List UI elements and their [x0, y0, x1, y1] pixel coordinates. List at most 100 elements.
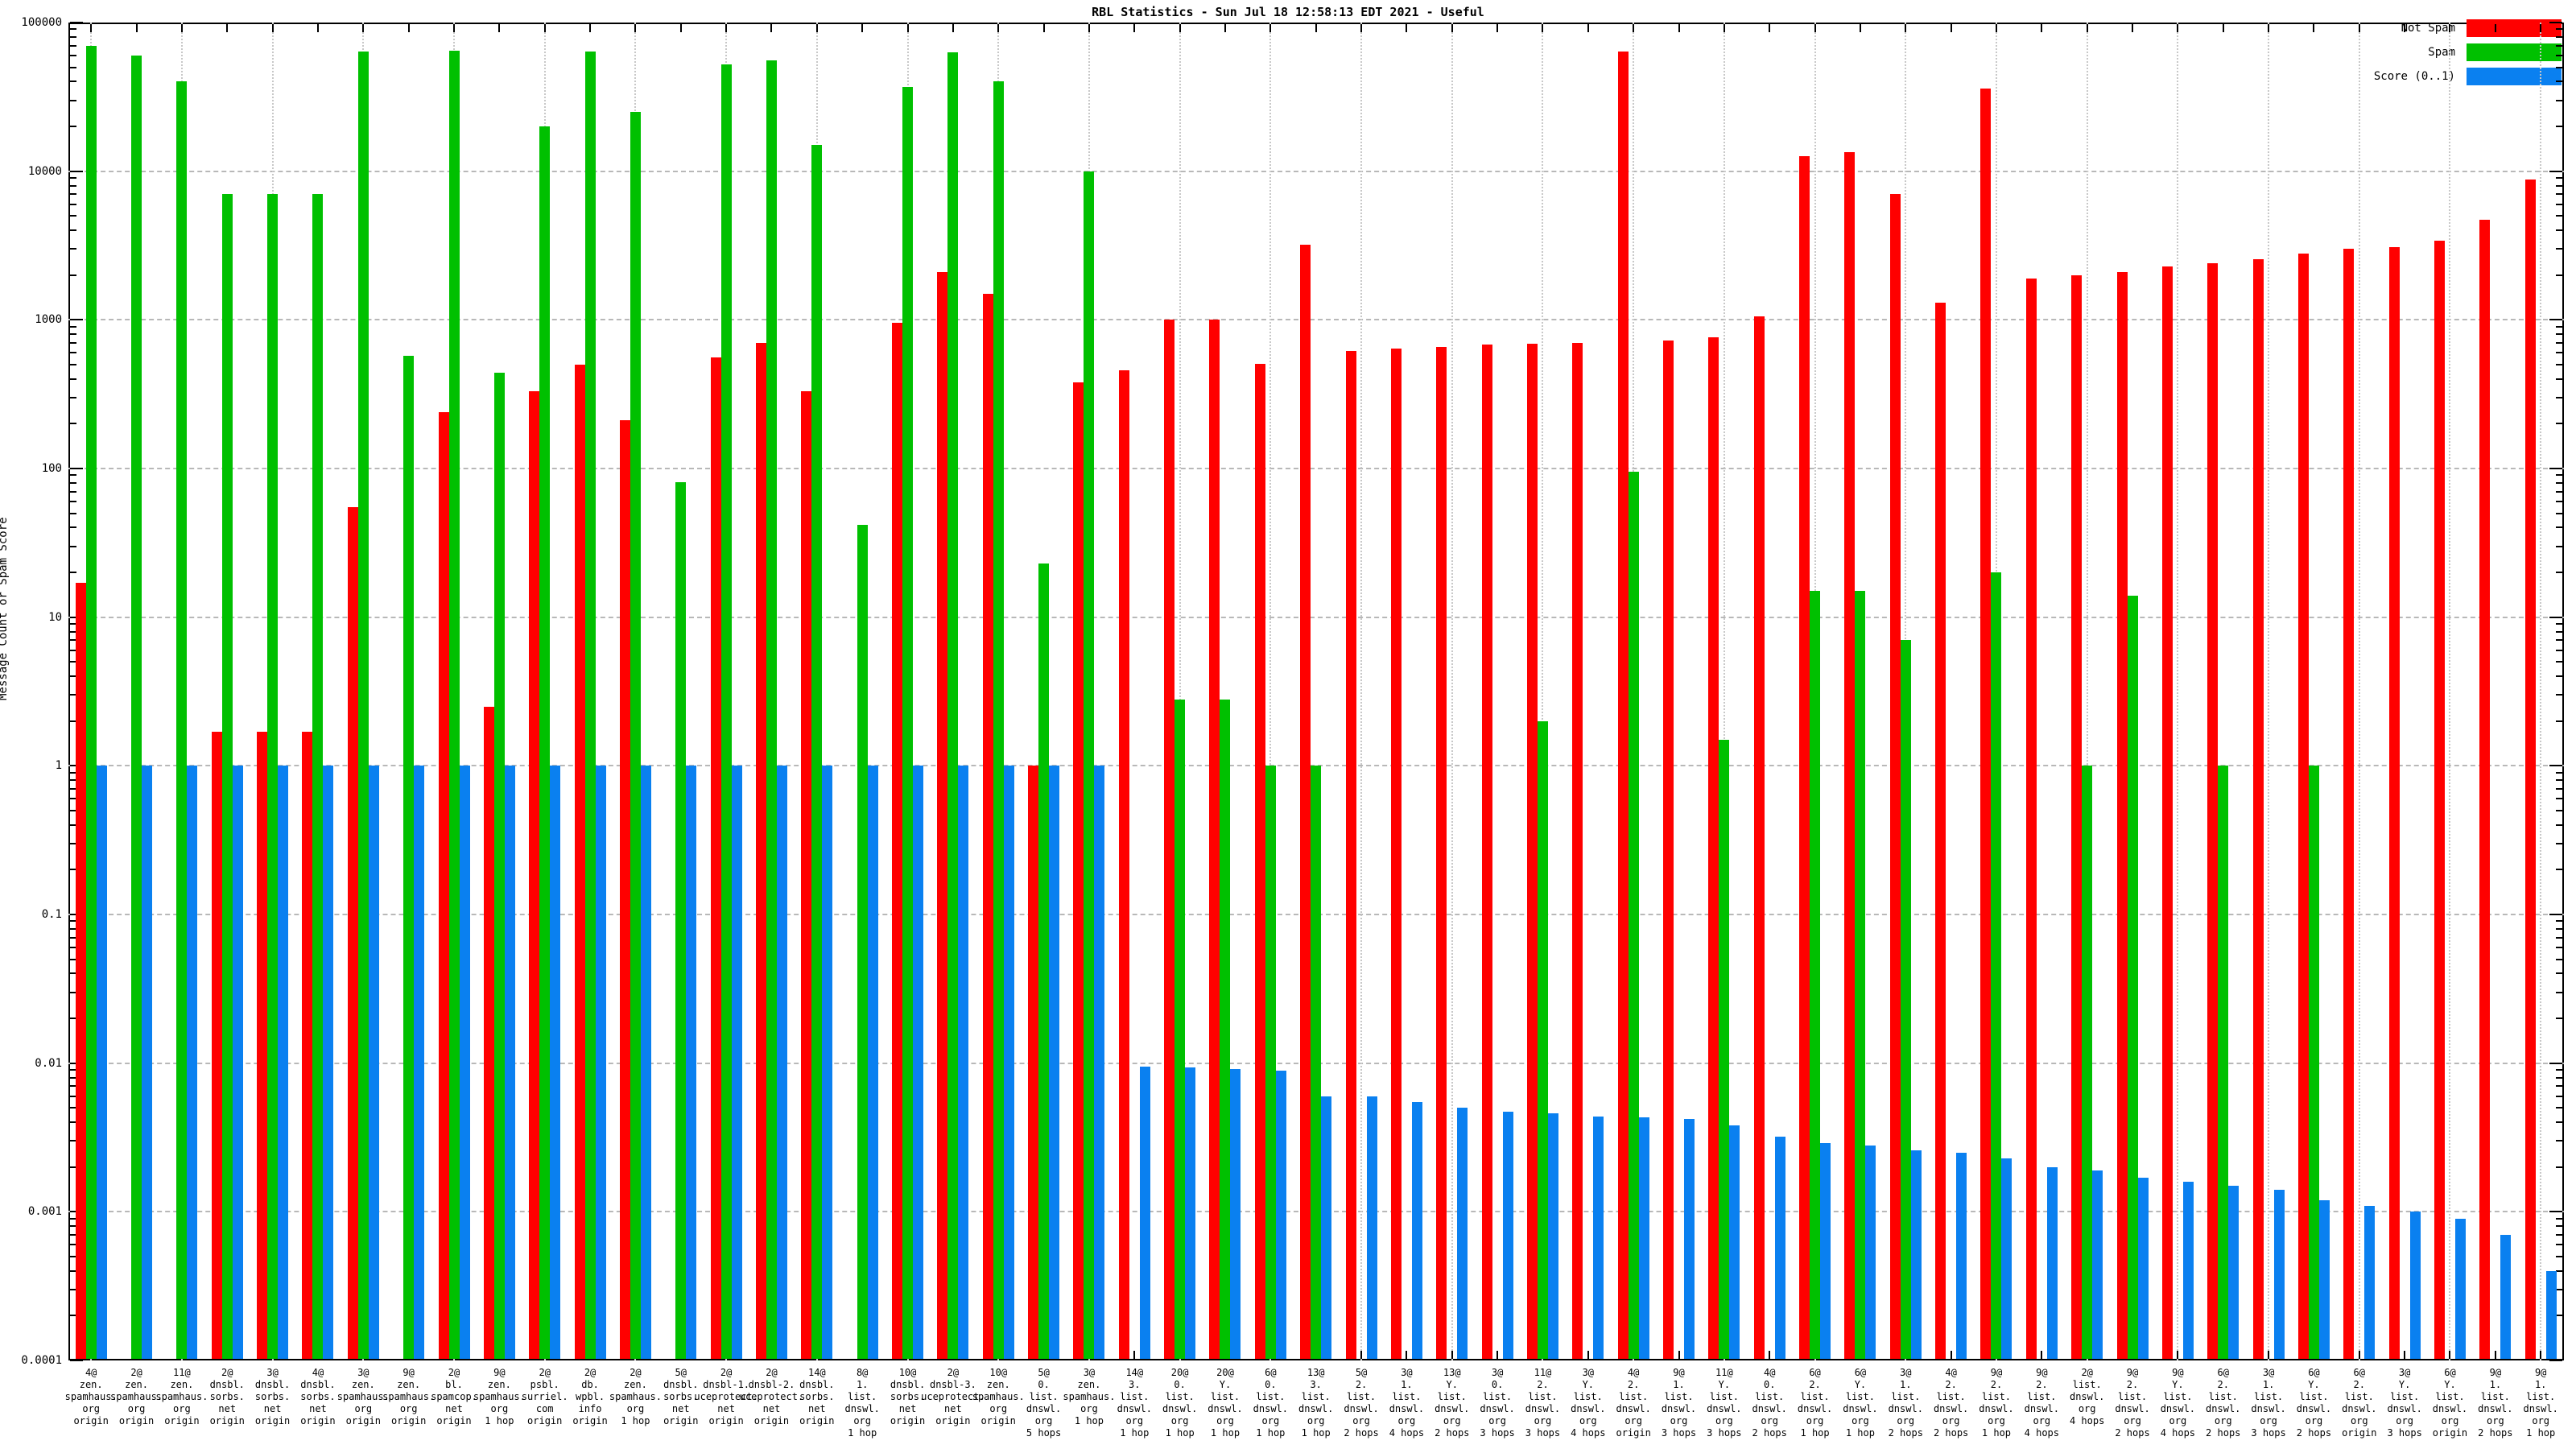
x-tick-label-line: 1 hop — [1845, 1427, 1875, 1439]
x-tick-label-line: 1 hop — [1301, 1427, 1331, 1439]
bar-score — [913, 766, 924, 1359]
x-tick-label-line: 2@ — [130, 1367, 142, 1378]
x-tick-label: 10@ dnsbl. sorbs. net origin — [852, 1367, 964, 1427]
x-tick-label-line: list. — [2390, 1391, 2420, 1402]
y-minor-tick — [2556, 720, 2562, 722]
x-tick — [2449, 1351, 2451, 1359]
x-tick-label-line: dnswl. — [1026, 1403, 1062, 1414]
y-minor-tick — [70, 771, 76, 774]
bar-not-spam — [801, 391, 812, 1359]
x-tick-label-line: net — [263, 1403, 282, 1414]
x-tick — [1995, 24, 1997, 32]
bar-spam — [1220, 699, 1231, 1359]
bar-score — [731, 766, 742, 1359]
x-tick-label-line: org — [173, 1403, 191, 1414]
x-tick-label-line: origin — [980, 1415, 1016, 1426]
bar-score — [1774, 1137, 1785, 1359]
x-tick — [1042, 24, 1045, 32]
y-minor-tick — [70, 512, 76, 514]
x-tick-label: 3@ Y. list. dnswl. org 3 hops — [2348, 1367, 2461, 1439]
x-tick-label: 5@ 0. list. dnswl. org 5 hops — [988, 1367, 1100, 1439]
bar-not-spam — [1572, 342, 1583, 1359]
x-tick-label-line: dnswl. — [1571, 1403, 1606, 1414]
x-tick-label-line: dnswl. — [1888, 1403, 1923, 1414]
y-tick-label: 0.0001 — [21, 1354, 62, 1367]
x-tick-label-line: dnsbl. — [209, 1379, 245, 1390]
bar-not-spam — [1663, 340, 1674, 1359]
x-tick — [1678, 1351, 1680, 1359]
x-tick-label-line: 1 hop — [1210, 1427, 1241, 1439]
y-minor-tick — [2556, 28, 2562, 31]
x-tick-label-line: list. — [1573, 1391, 1603, 1402]
x-tick-label-line: dnswl. — [1616, 1403, 1651, 1414]
y-minor-tick — [2556, 920, 2562, 923]
bar-not-spam — [1980, 88, 1992, 1359]
x-tick-label-line: 13@ — [1307, 1367, 1325, 1378]
x-tick — [1633, 24, 1635, 32]
x-tick-label-line: 4@ — [1945, 1367, 1957, 1378]
x-tick — [498, 24, 501, 32]
x-tick-label-line: spamhaus. — [336, 1391, 390, 1402]
x-tick-label: 6@ Y. list. dnswl. org origin — [2393, 1367, 2506, 1439]
bar-spam — [720, 64, 732, 1359]
x-tick-label-line: wpbl. — [576, 1391, 605, 1402]
x-tick-label-line: list. — [1392, 1391, 1422, 1402]
y-minor-tick — [2556, 99, 2562, 101]
x-tick — [1814, 24, 1816, 32]
x-tick — [2494, 24, 2496, 32]
x-tick-label-line: org — [490, 1403, 509, 1414]
y-minor-tick — [2556, 229, 2562, 232]
x-tick-label: 9@ 2. list. dnswl. org 2 hops — [2076, 1367, 2189, 1439]
bar-score — [1457, 1108, 1468, 1359]
x-tick-label-line: dnswl. — [2115, 1403, 2150, 1414]
x-tick-label-line: zen. — [986, 1379, 1010, 1390]
x-tick-label-line: 2@ — [766, 1367, 778, 1378]
x-tick — [2177, 1351, 2179, 1359]
x-tick-label-line: 6@ — [2353, 1367, 2365, 1378]
x-tick — [180, 24, 183, 32]
x-tick-label-line: 1 hop — [848, 1427, 877, 1439]
bar-score — [187, 766, 198, 1359]
y-minor-tick — [2556, 248, 2562, 250]
x-tick-label-line: 6@ — [2217, 1367, 2229, 1378]
x-tick — [1133, 1351, 1136, 1359]
x-tick-label-line: 1. — [1673, 1379, 1685, 1390]
bar-not-spam — [2434, 241, 2445, 1359]
bar-score — [2545, 1270, 2557, 1359]
x-tick-label-line: origin — [890, 1415, 926, 1426]
bar-spam — [584, 51, 596, 1359]
x-tick-label-line: org — [1988, 1415, 2005, 1426]
x-tick — [1451, 1351, 1453, 1359]
x-tick — [2177, 24, 2179, 32]
bar-spam — [448, 50, 460, 1359]
bar-score — [459, 766, 470, 1359]
bar-score — [776, 766, 787, 1359]
x-tick-label-line: org — [2487, 1415, 2504, 1426]
x-tick-label-line: 2. — [2353, 1379, 2365, 1390]
x-tick-label-line: 2 hops — [2296, 1427, 2332, 1439]
y-major-tick — [2549, 170, 2562, 172]
legend-label: Score (0..1) — [2373, 70, 2455, 83]
v-gridline — [2358, 23, 2360, 1360]
y-minor-tick — [70, 936, 76, 939]
y-minor-tick — [2556, 363, 2562, 365]
x-tick-label-line: 4 hops — [2024, 1427, 2059, 1439]
x-tick-label-line: 20@ — [1216, 1367, 1234, 1378]
x-tick-label-line: zen. — [623, 1379, 647, 1390]
x-tick-label-line: 2@ — [630, 1367, 642, 1378]
bar-score — [504, 766, 515, 1359]
x-tick — [1587, 24, 1589, 32]
y-minor-tick — [2556, 1255, 2562, 1257]
y-minor-tick — [70, 1076, 76, 1079]
x-tick — [1496, 1351, 1499, 1359]
x-tick-label-line: origin — [436, 1415, 472, 1426]
bar-score — [2228, 1185, 2240, 1359]
bar-score — [550, 766, 561, 1359]
x-tick-label-line: bl. — [445, 1379, 463, 1390]
x-tick-label-line: Y. — [2308, 1379, 2320, 1390]
x-tick-label-line: list. — [2480, 1391, 2510, 1402]
x-tick-label-line: dnswl. — [2432, 1403, 2468, 1414]
bar-not-spam — [892, 323, 903, 1359]
x-tick-label: 10@ zen. spamhaus. org origin — [942, 1367, 1055, 1427]
x-tick-label-line: dnswl. — [1525, 1403, 1561, 1414]
